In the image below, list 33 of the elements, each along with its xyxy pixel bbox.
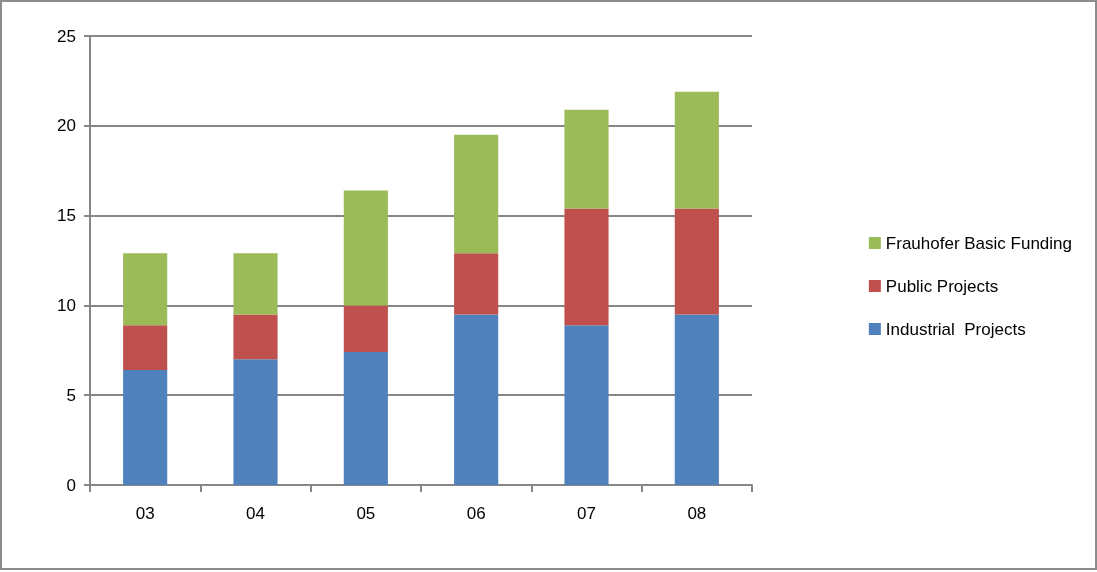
bar: [343, 190, 388, 306]
bar: [233, 314, 278, 360]
y-tick-label: 25: [57, 26, 76, 46]
bar: [454, 253, 499, 315]
bar: [123, 370, 168, 485]
bar: [564, 208, 609, 326]
bar: [343, 305, 388, 353]
y-tick-label: 10: [57, 295, 76, 315]
bar: [233, 253, 278, 315]
bar: [564, 325, 609, 485]
legend-label: Frauhofer Basic Funding: [885, 233, 1072, 253]
x-tick-label: 04: [246, 504, 265, 523]
y-tick-label: 0: [66, 475, 76, 495]
bar: [123, 325, 168, 371]
legend-label: Public Projects: [885, 276, 999, 296]
bar: [454, 314, 499, 485]
y-tick-label: 5: [66, 385, 76, 405]
bar: [674, 208, 719, 315]
bar: [564, 109, 609, 209]
y-tick-label: 20: [57, 116, 76, 136]
bar: [674, 314, 719, 485]
x-tick-label: 07: [577, 504, 596, 523]
x-tick-label: 05: [356, 504, 376, 523]
bar: [674, 91, 719, 209]
bar: [233, 359, 278, 485]
y-tick-label: 15: [57, 206, 76, 226]
x-tick-label: 03: [135, 504, 155, 523]
bar: [454, 134, 499, 254]
x-tick-label: 08: [687, 504, 707, 523]
legend-label: Industrial Projects: [885, 319, 1026, 339]
x-tick-label: 06: [466, 504, 486, 523]
bar: [123, 253, 168, 326]
bar: [343, 352, 388, 485]
